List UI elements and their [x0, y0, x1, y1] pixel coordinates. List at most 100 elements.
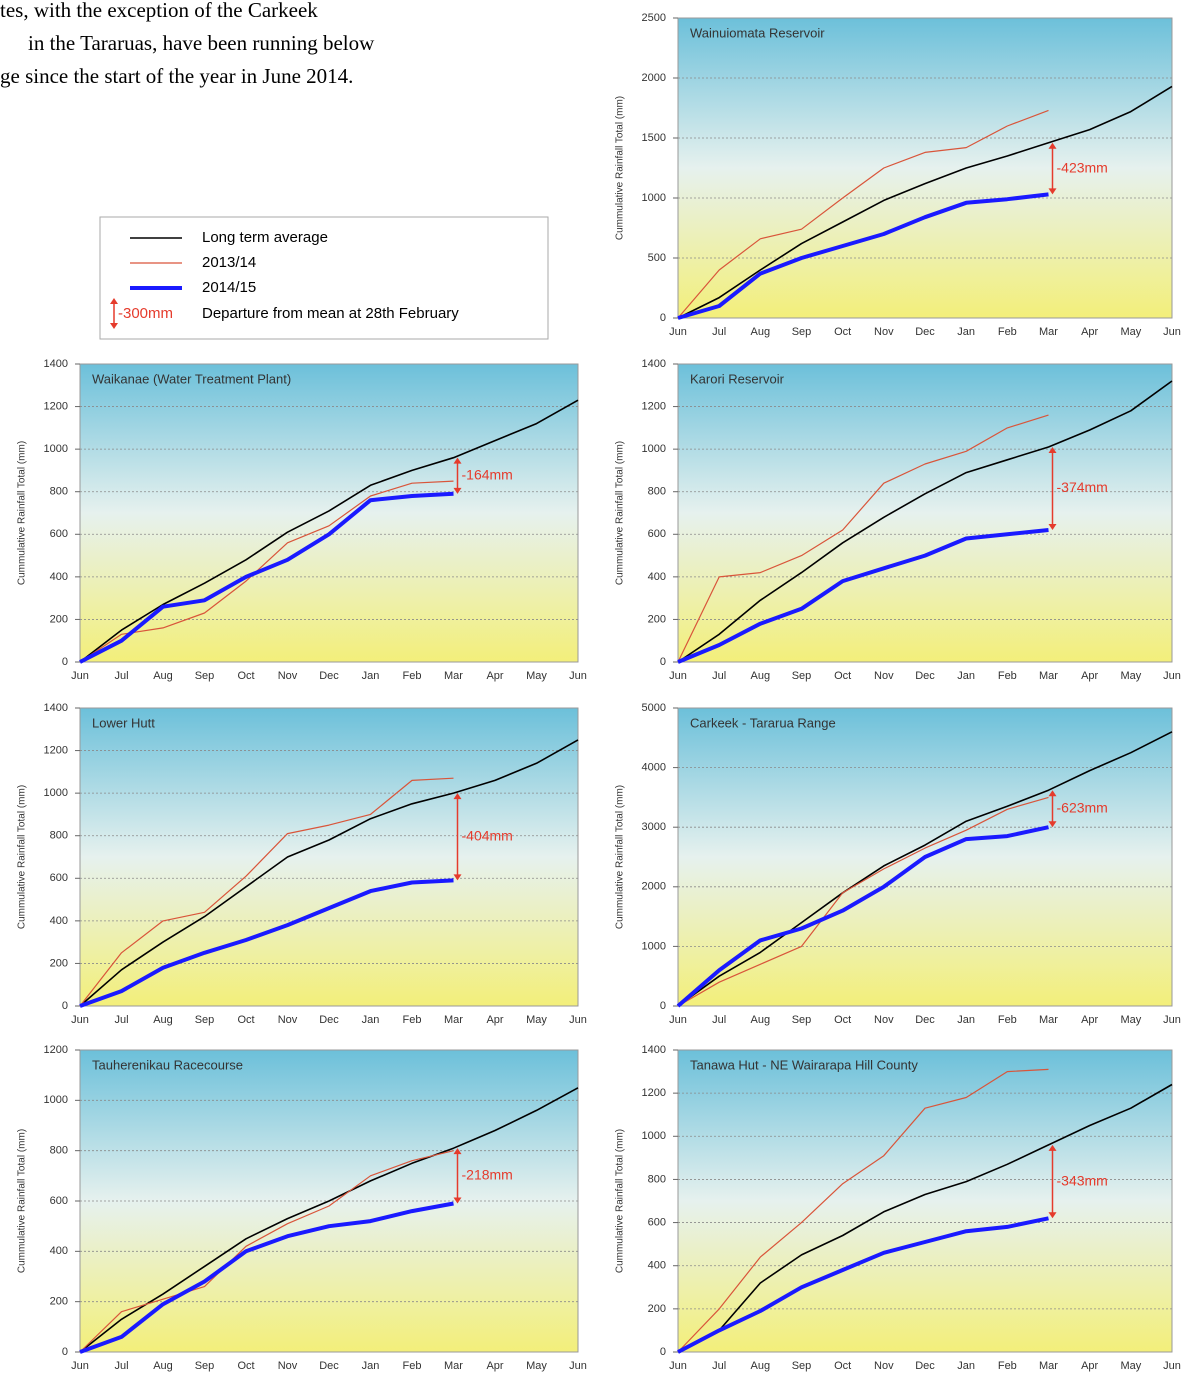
chart-title: Wainuiomata Reservoir [690, 25, 825, 40]
arrow-head [453, 457, 462, 464]
legend-label: 2013/14 [202, 254, 256, 271]
x-tick-label: Jul [114, 1014, 128, 1026]
arrow-head [1048, 790, 1057, 797]
x-tick-label: Nov [278, 1360, 298, 1372]
plot-area [677, 17, 1173, 319]
x-tick-label: Apr [1081, 670, 1098, 682]
y-tick-label: 1400 [44, 358, 68, 370]
x-tick-label: Sep [195, 1014, 215, 1026]
y-tick-label: 1200 [44, 744, 68, 756]
paragraph-line: tes, with the exception of the Carkeek [0, 0, 318, 22]
arrow-head [1048, 1212, 1057, 1219]
y-tick-label: 800 [50, 830, 68, 842]
x-tick-label: Nov [874, 1360, 894, 1372]
arrow-head [110, 298, 118, 304]
x-tick-label: Jun [669, 326, 687, 338]
series-line [677, 414, 1049, 663]
legend-label: 2014/15 [202, 279, 256, 296]
y-tick-label: 0 [62, 1346, 68, 1358]
x-tick-label: Feb [403, 670, 422, 682]
x-tick-label: Oct [237, 670, 254, 682]
x-tick-label: Nov [874, 1014, 894, 1026]
x-tick-label: Oct [237, 1014, 254, 1026]
series-line [79, 480, 454, 663]
y-tick-label: 0 [62, 656, 68, 668]
y-tick-label: 1200 [642, 1087, 666, 1099]
chart-title: Tanawa Hut - NE Wairarapa Hill County [690, 1057, 918, 1072]
plot-area [79, 363, 579, 663]
x-tick-label: Jun [669, 1014, 687, 1026]
x-tick-label: Oct [834, 1014, 851, 1026]
y-tick-label: 800 [50, 1145, 68, 1157]
y-tick-label: 200 [50, 1296, 68, 1308]
arrow-head [1048, 188, 1057, 195]
plot-area [677, 1049, 1173, 1353]
y-tick-label: 2000 [642, 881, 666, 893]
y-tick-label: 1400 [44, 702, 68, 714]
x-tick-label: Jun [71, 670, 89, 682]
x-tick-label: Dec [319, 670, 339, 682]
y-tick-label: 1000 [642, 192, 666, 204]
series-line [677, 192, 1049, 320]
y-tick-label: 600 [648, 528, 666, 540]
y-tick-label: 1000 [642, 940, 666, 952]
x-tick-label: Aug [751, 326, 771, 338]
departure-label: -343mm [1057, 1172, 1108, 1188]
x-tick-label: Jul [114, 670, 128, 682]
x-tick-label: Jan [957, 1014, 975, 1026]
departure-label: -164mm [462, 466, 513, 482]
y-tick-label: 400 [50, 571, 68, 583]
y-tick-label: 600 [50, 528, 68, 540]
x-tick-label: Jul [114, 1360, 128, 1372]
series-line [677, 380, 1173, 663]
y-tick-label: 400 [648, 1260, 666, 1272]
x-tick-label: Sep [792, 326, 812, 338]
x-tick-label: Apr [486, 1014, 503, 1026]
arrow-head [453, 1148, 462, 1155]
x-tick-label: Oct [237, 1360, 254, 1372]
legend-example: -300mm [118, 305, 173, 322]
y-tick-label: 600 [648, 1216, 666, 1228]
chart: Wainuiomata Reservoir Cummulative Rainfal… [615, 12, 1181, 338]
arrow-head [453, 874, 462, 881]
chart: Lower Hutt Cummulative Rainfall Total (mm… [17, 702, 587, 1026]
x-tick-label: Sep [792, 670, 812, 682]
x-tick-label: Jun [1163, 326, 1181, 338]
x-tick-label: Mar [1039, 326, 1058, 338]
y-tick-label: 2000 [642, 72, 666, 84]
series-line [79, 878, 454, 1008]
y-tick-label: 3000 [642, 821, 666, 833]
x-tick-label: Dec [915, 1014, 935, 1026]
y-tick-label: 800 [648, 486, 666, 498]
y-tick-label: 5000 [642, 702, 666, 714]
x-tick-label: May [1120, 670, 1141, 682]
x-tick-label: Jul [712, 1014, 726, 1026]
y-tick-label: 200 [648, 613, 666, 625]
arrow-head [1048, 1144, 1057, 1151]
x-tick-label: Oct [834, 1360, 851, 1372]
series-line [677, 109, 1049, 319]
x-tick-label: Mar [1039, 1014, 1058, 1026]
x-tick-label: Dec [915, 326, 935, 338]
series-line [677, 1068, 1049, 1353]
x-tick-label: Jul [712, 326, 726, 338]
y-tick-label: 1500 [642, 132, 666, 144]
y-tick-label: 0 [62, 1000, 68, 1012]
series-line [677, 1083, 1173, 1353]
series-line [677, 796, 1049, 1007]
x-tick-label: Jan [957, 1360, 975, 1372]
y-tick-label: 1400 [642, 1044, 666, 1056]
y-tick-label: 0 [660, 312, 666, 324]
x-tick-label: Aug [751, 1014, 771, 1026]
x-tick-label: Mar [1039, 1360, 1058, 1372]
y-tick-label: 1000 [44, 1094, 68, 1106]
y-tick-label: 500 [648, 252, 666, 264]
y-tick-label: 600 [50, 872, 68, 884]
y-axis-label: Cummulative Rainfall Total (mm) [17, 441, 28, 585]
x-tick-label: Jan [362, 670, 380, 682]
x-tick-label: Aug [751, 1360, 771, 1372]
arrow-head [1048, 142, 1057, 149]
x-tick-label: Jan [362, 1360, 380, 1372]
chart: Karori Reservoir Cummulative Rainfall Tot… [615, 358, 1181, 682]
